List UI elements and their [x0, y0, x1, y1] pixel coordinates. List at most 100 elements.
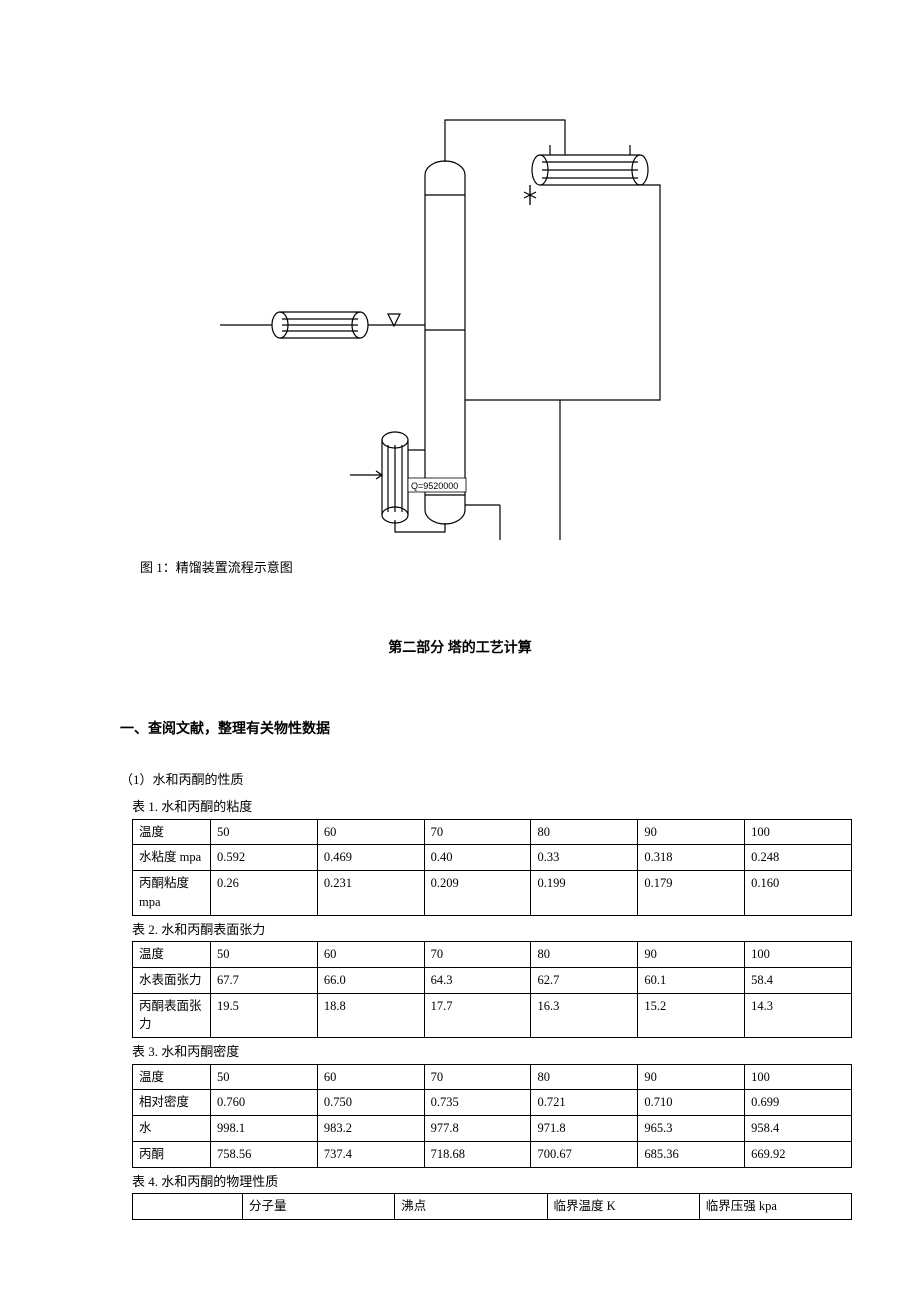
cell — [133, 1194, 243, 1220]
table-row: 温度 50 60 70 80 90 100 — [133, 1064, 852, 1090]
cell: 70 — [424, 819, 531, 845]
cell: 温度 — [133, 819, 211, 845]
cell: 80 — [531, 819, 638, 845]
table4-caption: 表 4. 水和丙酮的物理性质 — [132, 1172, 800, 1192]
cell: 60 — [317, 942, 424, 968]
heading-literature: 一、查阅文献，整理有关物性数据 — [120, 719, 800, 740]
cell: 62.7 — [531, 967, 638, 993]
cell: 18.8 — [317, 993, 424, 1038]
cell: 0.248 — [745, 845, 852, 871]
cell: 80 — [531, 942, 638, 968]
q-label: Q=9520000 — [411, 481, 458, 491]
section-title: 第二部分 塔的工艺计算 — [120, 638, 800, 659]
cell: 温度 — [133, 942, 211, 968]
table-viscosity: 温度 50 60 70 80 90 100 水粘度 mpa 0.592 0.46… — [132, 819, 852, 916]
cell: 971.8 — [531, 1116, 638, 1142]
cell: 0.199 — [531, 871, 638, 916]
cell: 温度 — [133, 1064, 211, 1090]
cell: 0.179 — [638, 871, 745, 916]
table-row: 水表面张力 67.7 66.0 64.3 62.7 60.1 58.4 — [133, 967, 852, 993]
cell: 0.318 — [638, 845, 745, 871]
cell: 水 — [133, 1116, 211, 1142]
cell: 58.4 — [745, 967, 852, 993]
table1-caption: 表 1. 水和丙酮的粘度 — [132, 797, 800, 817]
cell: 80 — [531, 1064, 638, 1090]
cell: 0.735 — [424, 1090, 531, 1116]
cell: 998.1 — [211, 1116, 318, 1142]
cell: 0.231 — [317, 871, 424, 916]
cell: 丙酮粘度 mpa — [133, 871, 211, 916]
cell: 983.2 — [317, 1116, 424, 1142]
cell: 90 — [638, 819, 745, 845]
cell: 0.710 — [638, 1090, 745, 1116]
cell: 15.2 — [638, 993, 745, 1038]
cell: 0.699 — [745, 1090, 852, 1116]
cell: 16.3 — [531, 993, 638, 1038]
cell: 分子量 — [243, 1194, 395, 1220]
table-row: 温度 50 60 70 80 90 100 — [133, 942, 852, 968]
cell: 0.26 — [211, 871, 318, 916]
cell: 718.68 — [424, 1141, 531, 1167]
cell: 水粘度 mpa — [133, 845, 211, 871]
cell: 50 — [211, 819, 318, 845]
cell: 758.56 — [211, 1141, 318, 1167]
cell: 0.209 — [424, 871, 531, 916]
cell: 685.36 — [638, 1141, 745, 1167]
cell: 60.1 — [638, 967, 745, 993]
cell: 60 — [317, 819, 424, 845]
table-row: 相对密度 0.760 0.750 0.735 0.721 0.710 0.699 — [133, 1090, 852, 1116]
table-row: 水粘度 mpa 0.592 0.469 0.40 0.33 0.318 0.24… — [133, 845, 852, 871]
cell: 100 — [745, 942, 852, 968]
cell: 0.40 — [424, 845, 531, 871]
cell: 958.4 — [745, 1116, 852, 1142]
table-physical-properties: 分子量 沸点 临界温度 K 临界压强 kpa — [132, 1193, 852, 1220]
figure-caption: 图 1：精馏装置流程示意图 — [140, 558, 800, 578]
cell: 965.3 — [638, 1116, 745, 1142]
cell: 0.750 — [317, 1090, 424, 1116]
table-row: 水 998.1 983.2 977.8 971.8 965.3 958.4 — [133, 1116, 852, 1142]
cell: 70 — [424, 1064, 531, 1090]
cell: 66.0 — [317, 967, 424, 993]
table-row: 丙酮表面张力 19.5 18.8 17.7 16.3 15.2 14.3 — [133, 993, 852, 1038]
cell: 90 — [638, 942, 745, 968]
cell: 700.67 — [531, 1141, 638, 1167]
cell: 水表面张力 — [133, 967, 211, 993]
cell: 相对密度 — [133, 1090, 211, 1116]
table3-caption: 表 3. 水和丙酮密度 — [132, 1042, 800, 1062]
cell: 64.3 — [424, 967, 531, 993]
sub-properties: （1）水和丙酮的性质 — [120, 770, 800, 790]
cell: 0.33 — [531, 845, 638, 871]
cell: 90 — [638, 1064, 745, 1090]
cell: 669.92 — [745, 1141, 852, 1167]
distillation-diagram: Q=9520000 — [210, 100, 710, 540]
table-row: 温度 50 60 70 80 90 100 — [133, 819, 852, 845]
table-row: 丙酮 758.56 737.4 718.68 700.67 685.36 669… — [133, 1141, 852, 1167]
cell: 丙酮表面张力 — [133, 993, 211, 1038]
cell: 0.760 — [211, 1090, 318, 1116]
cell: 70 — [424, 942, 531, 968]
cell: 14.3 — [745, 993, 852, 1038]
cell: 100 — [745, 1064, 852, 1090]
cell: 737.4 — [317, 1141, 424, 1167]
cell: 60 — [317, 1064, 424, 1090]
table-row: 分子量 沸点 临界温度 K 临界压强 kpa — [133, 1194, 852, 1220]
cell: 67.7 — [211, 967, 318, 993]
cell: 0.592 — [211, 845, 318, 871]
cell: 临界温度 K — [547, 1194, 699, 1220]
table2-caption: 表 2. 水和丙酮表面张力 — [132, 920, 800, 940]
cell: 977.8 — [424, 1116, 531, 1142]
cell: 沸点 — [395, 1194, 547, 1220]
cell: 0.160 — [745, 871, 852, 916]
table-surface-tension: 温度 50 60 70 80 90 100 水表面张力 67.7 66.0 64… — [132, 941, 852, 1038]
cell: 0.469 — [317, 845, 424, 871]
cell: 50 — [211, 1064, 318, 1090]
cell: 100 — [745, 819, 852, 845]
table-row: 丙酮粘度 mpa 0.26 0.231 0.209 0.199 0.179 0.… — [133, 871, 852, 916]
cell: 50 — [211, 942, 318, 968]
cell: 临界压强 kpa — [699, 1194, 851, 1220]
table-density: 温度 50 60 70 80 90 100 相对密度 0.760 0.750 0… — [132, 1064, 852, 1168]
process-diagram-container: Q=9520000 — [120, 100, 800, 540]
cell: 17.7 — [424, 993, 531, 1038]
cell: 0.721 — [531, 1090, 638, 1116]
cell: 丙酮 — [133, 1141, 211, 1167]
